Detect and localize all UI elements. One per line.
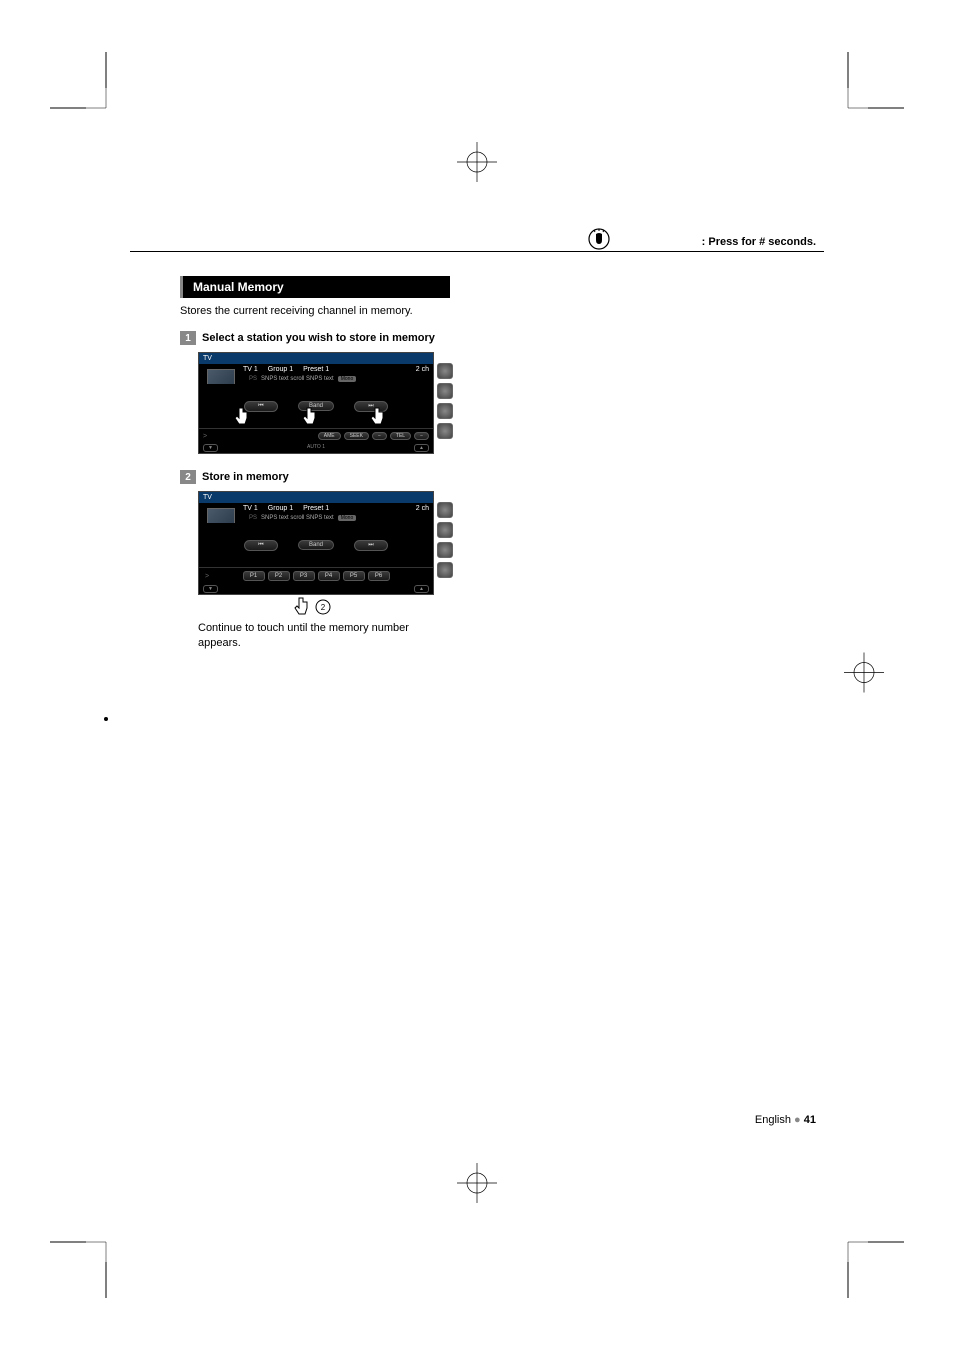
tv-preset: Preset 1	[303, 366, 329, 373]
tv-footer: ▼ ▲	[199, 584, 433, 594]
side-icon[interactable]	[437, 562, 453, 578]
step-2-desc: Continue to touch until the memory numbe…	[198, 621, 450, 652]
tv-screen-2: TV TV 1 Group 1 Preset 1 2 ch PS SNPS te…	[198, 491, 434, 595]
preset-p2[interactable]: P2	[268, 571, 290, 581]
tv-channel: 2 ch	[416, 505, 429, 512]
tv-group: Group 1	[268, 366, 293, 373]
header-rule	[130, 251, 824, 252]
tv-footer-left[interactable]: ▼	[203, 444, 218, 452]
crop-mark-tl	[50, 52, 110, 112]
touch-icon	[231, 406, 251, 426]
side-icon[interactable]	[437, 542, 453, 558]
step-num-2: 2	[180, 470, 196, 484]
register-mark-right	[844, 653, 884, 698]
tv-next-btn[interactable]: ⏭	[354, 540, 388, 551]
step-text-2: Store in memory	[202, 470, 289, 485]
header-press-text: : Press for # seconds.	[702, 236, 816, 248]
touch-icon	[299, 406, 319, 426]
side-icon[interactable]	[437, 423, 453, 439]
preset-p3[interactable]: P3	[293, 571, 315, 581]
page-footer: English ● 41	[755, 1114, 816, 1126]
tv-title: TV	[199, 353, 433, 364]
preset-p6[interactable]: P6	[368, 571, 390, 581]
side-icon[interactable]	[437, 363, 453, 379]
tv-main-controls: ⏮ Band ⏭	[199, 384, 433, 428]
tv-ps: PS	[249, 515, 257, 521]
tv-minus1-btn[interactable]: −	[372, 432, 387, 440]
tv-seek-btn[interactable]: SEEK	[344, 432, 369, 440]
tv-tel-btn[interactable]: TEL	[390, 432, 411, 440]
tv-mono: Mono	[338, 515, 357, 521]
tv-prev-btn[interactable]: ⏮	[244, 540, 278, 551]
tv-band: TV 1	[243, 505, 258, 512]
tv-footer-right[interactable]: ▲	[414, 444, 429, 452]
tv-bottom-controls: > AME SEEK − TEL −	[199, 428, 433, 443]
tv-footer-left[interactable]: ▼	[203, 585, 218, 593]
tv-side-icons	[437, 363, 455, 439]
tv-preset: Preset 1	[303, 505, 329, 512]
register-mark-bottom	[457, 1163, 497, 1208]
tv-band-btn[interactable]: Band	[298, 540, 334, 550]
tv-footer-center: AUTO 1	[307, 444, 325, 452]
preset-p1[interactable]: P1	[243, 571, 265, 581]
content-column: Manual Memory Stores the current receivi…	[180, 276, 450, 652]
step-num-1: 1	[180, 331, 196, 345]
section-title: Manual Memory	[180, 276, 450, 298]
tv-group: Group 1	[268, 505, 293, 512]
touch-hold-icon: 2	[291, 596, 331, 618]
tv-footer-right[interactable]: ▲	[414, 585, 429, 593]
side-icon[interactable]	[437, 383, 453, 399]
tv-preset-row: > P1 P2 P3 P4 P5 P6	[199, 567, 433, 584]
section-desc: Stores the current receiving channel in …	[180, 304, 450, 319]
side-icon[interactable]	[437, 502, 453, 518]
tv-main-controls: ⏮ Band ⏭	[199, 523, 433, 567]
footer-lang: English	[755, 1114, 791, 1126]
side-icon[interactable]	[437, 403, 453, 419]
tv-side-icons	[437, 502, 455, 578]
preset-p5[interactable]: P5	[343, 571, 365, 581]
tv-title: TV	[199, 492, 433, 503]
tv-ps: PS	[249, 376, 257, 382]
tv-mono: Mono	[338, 376, 357, 382]
tv-snps: SNPS text scroll SNPS text	[261, 376, 334, 382]
tv-minus2-btn[interactable]: −	[414, 432, 429, 440]
side-icon[interactable]	[437, 522, 453, 538]
margin-dot	[104, 717, 108, 721]
tv-channel: 2 ch	[416, 366, 429, 373]
touch-icon	[367, 406, 387, 426]
preset-p4[interactable]: P4	[318, 571, 340, 581]
register-mark-top	[457, 142, 497, 187]
crop-mark-br	[844, 1238, 904, 1298]
footer-dot: ●	[794, 1114, 804, 1126]
svg-text:2: 2	[321, 603, 326, 612]
step-text-1: Select a station you wish to store in me…	[202, 331, 435, 346]
tv-screen-1: TV TV 1 Group 1 Preset 1 2 ch PS SNPS te…	[198, 352, 434, 454]
tv-snps: SNPS text scroll SNPS text	[261, 515, 334, 521]
tv-band: TV 1	[243, 366, 258, 373]
step-1: 1 Select a station you wish to store in …	[180, 331, 450, 346]
crop-mark-bl	[50, 1238, 110, 1298]
tv-footer: ▼ AUTO 1 ▲	[199, 443, 433, 453]
step-2: 2 Store in memory	[180, 470, 450, 485]
footer-page: 41	[804, 1114, 816, 1126]
crop-mark-tr	[844, 52, 904, 112]
tv-ame-btn[interactable]: AME	[318, 432, 341, 440]
